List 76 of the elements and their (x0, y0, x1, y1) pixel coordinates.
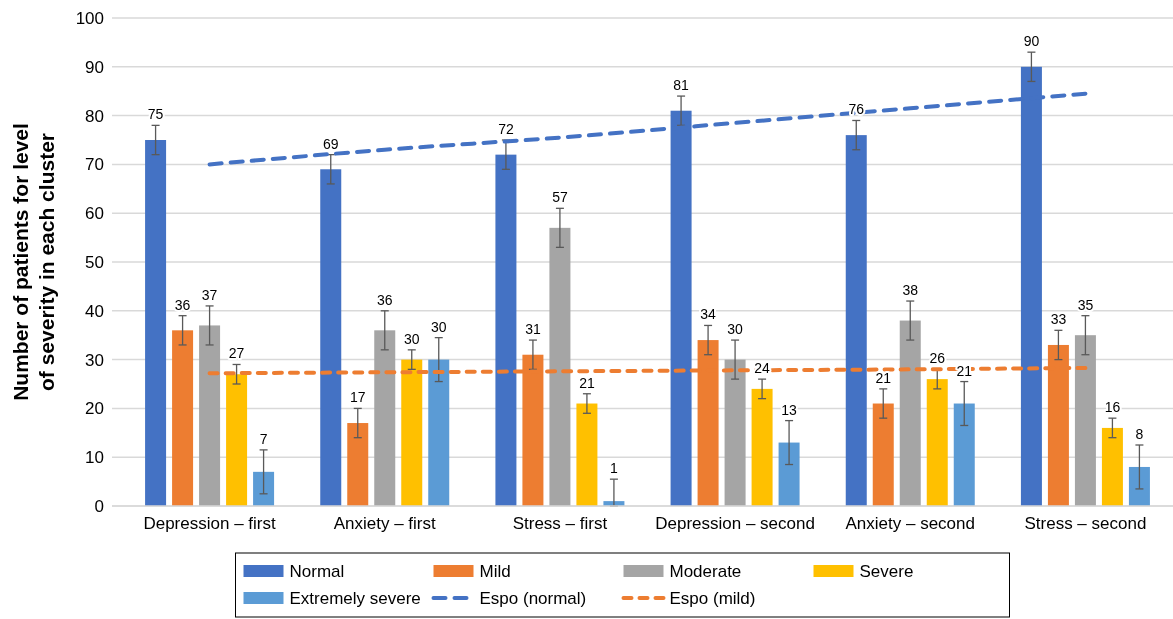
bar (576, 403, 598, 506)
x-tick-label: Depression – second (655, 514, 815, 533)
bar (1074, 335, 1096, 506)
bar (495, 154, 517, 506)
data-label: 1 (610, 460, 619, 477)
legend-label: Severe (859, 561, 914, 581)
y-tick-label: 30 (85, 350, 104, 370)
bar (953, 403, 975, 506)
y-tick-label: 100 (75, 8, 104, 28)
data-label: 21 (875, 369, 892, 386)
y-tick-label: 20 (85, 399, 104, 419)
y-tick-label: 40 (85, 301, 104, 321)
x-tick-label: Anxiety – first (333, 514, 437, 533)
data-label: 38 (902, 282, 919, 299)
bar (778, 442, 800, 506)
bar (401, 359, 423, 506)
data-label: 30 (430, 318, 447, 335)
bar (899, 320, 921, 506)
data-label: 36 (174, 296, 191, 313)
bar (549, 227, 571, 506)
data-label: 57 (552, 189, 568, 206)
bar (751, 388, 773, 506)
y-tick-label: 50 (85, 252, 104, 272)
bar (428, 359, 450, 506)
data-label: 13 (781, 401, 798, 418)
bar (926, 379, 948, 506)
data-label: 27 (228, 345, 245, 362)
bar (320, 169, 342, 506)
data-label: 36 (376, 291, 393, 308)
data-label: 37 (201, 286, 218, 303)
y-tick-label: 70 (85, 155, 104, 175)
data-label: 30 (403, 330, 420, 347)
legend-label: Espo (normal) (479, 588, 587, 608)
data-label: 90 (1023, 33, 1040, 50)
y-tick-label: 0 (94, 496, 104, 516)
bar (872, 403, 894, 506)
data-label: 35 (1077, 296, 1094, 313)
legend-label: Espo (mild) (669, 588, 756, 608)
bar (845, 135, 867, 506)
y-tick-label: 90 (85, 57, 104, 77)
data-label: 26 (929, 350, 946, 367)
bar (1128, 466, 1150, 506)
data-label: 72 (498, 121, 514, 137)
bar (199, 325, 221, 506)
y-tick-label: 80 (85, 106, 104, 126)
bar (1101, 427, 1123, 506)
data-label: 33 (1050, 311, 1067, 328)
bar (145, 140, 167, 506)
y-axis-title: Number of patients for level of severity in each cluster (9, 123, 58, 401)
x-tick-label: Depression – first (143, 514, 276, 533)
bar (724, 359, 746, 506)
y-tick-label: 10 (85, 448, 104, 468)
data-label: 21 (579, 374, 595, 391)
data-label: 7 (259, 430, 268, 447)
bar (172, 330, 194, 506)
x-tick-label: Stress – first (512, 514, 608, 533)
x-tick-label: Anxiety – second (845, 514, 975, 533)
data-label: 31 (525, 321, 541, 338)
data-label: 34 (700, 306, 717, 323)
legend-label: Normal (289, 561, 345, 581)
bar (374, 330, 396, 506)
data-label: 8 (1135, 426, 1144, 442)
data-label: 81 (673, 77, 690, 94)
legend-label: Mild (479, 561, 511, 581)
bar (226, 374, 248, 506)
data-label: 16 (1104, 399, 1121, 416)
bar (253, 471, 275, 506)
data-label: 69 (322, 135, 339, 152)
data-label: 17 (349, 389, 366, 406)
data-label: 30 (727, 321, 744, 338)
data-label: 75 (147, 106, 164, 123)
legend-label: Extremely severe (289, 588, 421, 608)
y-tick-label: 60 (85, 204, 104, 224)
x-tick-label: Stress – second (1024, 514, 1147, 533)
bar (347, 423, 369, 506)
legend-label: Moderate (669, 561, 742, 581)
